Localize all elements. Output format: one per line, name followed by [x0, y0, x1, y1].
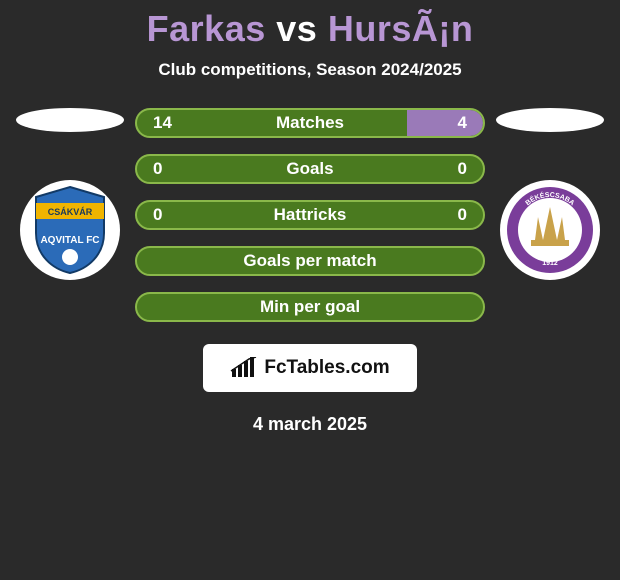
stat-label: Hattricks — [137, 205, 483, 225]
player1-name: Farkas — [147, 8, 266, 49]
brand-logo: FcTables.com — [203, 344, 417, 392]
stat-bar: Min per goal — [135, 292, 485, 322]
stat-bars: 14Matches40Goals00Hattricks0Goals per ma… — [135, 108, 485, 322]
stat-label: Goals — [137, 159, 483, 179]
brand-text: FcTables.com — [264, 357, 389, 379]
right-column: BÉKÉSCSABA 1912 — [495, 108, 605, 280]
svg-text:CSÁKVÁR: CSÁKVÁR — [48, 207, 93, 217]
stat-label: Matches — [137, 113, 483, 133]
left-team-badge: CSÁKVÁR AQVITAL FC — [20, 180, 120, 280]
stat-bar: 0Goals0 — [135, 154, 485, 184]
stat-label: Goals per match — [137, 251, 483, 271]
left-column: CSÁKVÁR AQVITAL FC — [15, 108, 125, 280]
svg-text:AQVITAL FC: AQVITAL FC — [40, 235, 99, 246]
stat-right-value: 0 — [458, 205, 467, 225]
stat-bar: 14Matches4 — [135, 108, 485, 138]
crest-icon: BÉKÉSCSABA 1912 — [505, 185, 595, 275]
stat-bar: 0Hattricks0 — [135, 200, 485, 230]
right-team-badge: BÉKÉSCSABA 1912 — [500, 180, 600, 280]
stat-right-value: 0 — [458, 159, 467, 179]
stat-bar: Goals per match — [135, 246, 485, 276]
subtitle: Club competitions, Season 2024/2025 — [0, 60, 620, 80]
main-row: CSÁKVÁR AQVITAL FC 14Matches40Goals00Hat… — [0, 108, 620, 322]
player2-name: HursÃ¡n — [328, 8, 474, 49]
right-ellipse — [496, 108, 604, 132]
shield-icon: CSÁKVÁR AQVITAL FC — [30, 185, 110, 275]
date-text: 4 march 2025 — [0, 414, 620, 435]
svg-text:1912: 1912 — [542, 260, 558, 267]
vs-text: vs — [276, 8, 317, 49]
stat-right-value: 4 — [458, 113, 467, 133]
left-ellipse — [16, 108, 124, 132]
barchart-icon — [230, 357, 258, 379]
title: Farkas vs HursÃ¡n — [0, 8, 620, 50]
comparison-card: Farkas vs HursÃ¡n Club competitions, Sea… — [0, 0, 620, 435]
stat-label: Min per goal — [137, 297, 483, 317]
